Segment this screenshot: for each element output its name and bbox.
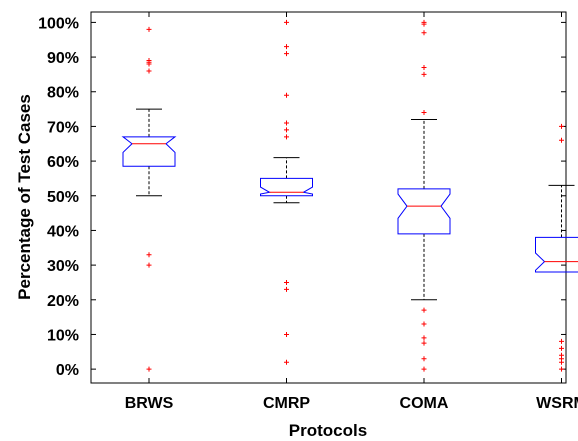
notched-box: [260, 177, 313, 197]
notched-box: [397, 188, 451, 235]
outlier-point: [284, 51, 289, 57]
y-tick-label: 0%: [56, 362, 79, 379]
outlier-point: [421, 356, 427, 362]
outlier-point: [559, 345, 564, 351]
outlier-point: [284, 44, 289, 50]
y-axis: 0% 10% 20% 30% 40% 50% 60% 70% 80% 90% 100%: [38, 15, 566, 379]
outlier-point: [559, 123, 564, 129]
y-axis-title: Percentage of Test Cases: [15, 94, 34, 300]
outlier-point: [146, 366, 152, 372]
outlier-point: [421, 366, 427, 372]
outlier-point: [421, 340, 427, 346]
outlier-point: [146, 252, 152, 258]
x-axis: BRWS CMRP COMA WSRM: [125, 12, 578, 412]
x-tick-label: BRWS: [125, 395, 174, 412]
outlier-point: [146, 26, 152, 32]
y-tick-label: 100%: [38, 15, 79, 32]
y-tick-label: 10%: [47, 327, 79, 344]
x-axis-title: Protocols: [289, 421, 367, 440]
y-tick-label: 90%: [47, 50, 79, 67]
outlier-point: [421, 64, 427, 70]
box-coma: [397, 19, 451, 372]
y-tick-label: 80%: [47, 85, 79, 102]
outlier-point: [284, 92, 289, 98]
y-tick-label: 30%: [47, 258, 79, 275]
box-cmrp: [260, 19, 313, 365]
boxes: [121, 19, 578, 372]
outlier-point: [421, 335, 427, 341]
notched-box: [535, 236, 578, 273]
outlier-point: [421, 307, 427, 313]
x-tick-label: WSRM: [536, 395, 578, 412]
outlier-point: [559, 366, 564, 372]
x-tick-label: COMA: [400, 395, 449, 412]
outlier-point: [421, 110, 427, 116]
outlier-point: [146, 262, 152, 268]
outlier-point: [421, 71, 427, 77]
y-tick-label: 40%: [47, 223, 79, 240]
outlier-point: [559, 137, 564, 143]
y-tick-label: 20%: [47, 293, 79, 310]
outlier-point: [559, 338, 564, 344]
outlier-point: [284, 127, 289, 133]
outlier-point: [146, 61, 152, 67]
x-tick-label: CMRP: [263, 395, 310, 412]
outlier-point: [284, 359, 289, 365]
outlier-point: [284, 120, 289, 126]
box-wsrm: [535, 123, 578, 372]
box-brws: [121, 26, 177, 372]
outlier-point: [559, 359, 564, 365]
outlier-point: [421, 30, 427, 36]
outlier-point: [284, 279, 289, 285]
y-tick-label: 50%: [47, 189, 79, 206]
outlier-point: [284, 286, 289, 292]
outlier-point: [284, 331, 289, 337]
notched-box: [121, 136, 177, 167]
outlier-point: [146, 68, 152, 74]
outlier-point: [421, 321, 427, 327]
y-tick-label: 60%: [47, 154, 79, 171]
y-tick-label: 70%: [47, 119, 79, 136]
outlier-point: [284, 134, 289, 140]
outlier-point: [421, 21, 427, 27]
plot-area: [90, 11, 567, 384]
outlier-point: [284, 19, 289, 25]
